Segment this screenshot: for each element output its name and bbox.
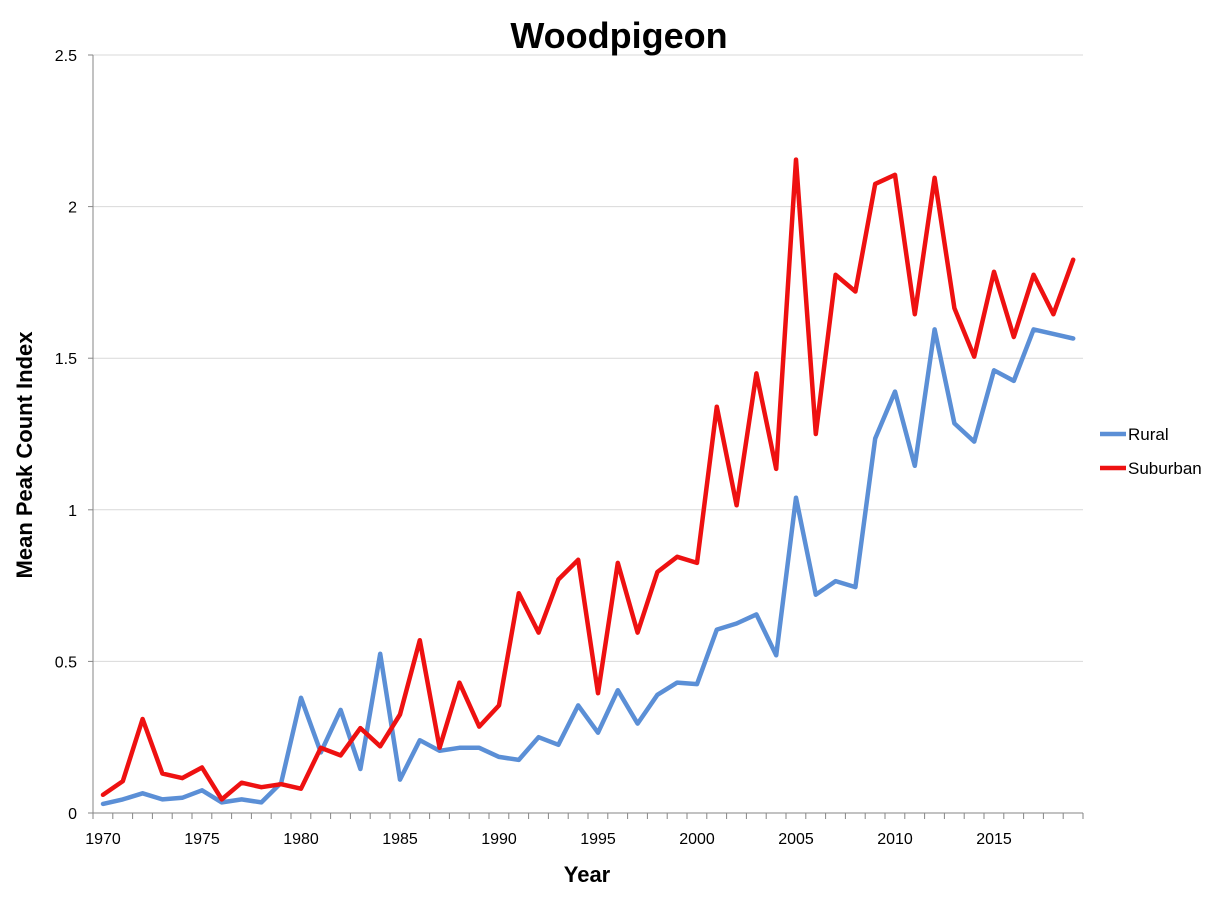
series-lines — [100, 157, 1076, 807]
x-axis-title: Year — [564, 862, 611, 887]
y-axis-title: Mean Peak Count Index — [12, 331, 37, 579]
series-line-rural — [100, 327, 1076, 807]
axes — [88, 54, 1084, 819]
x-tick-label: 2000 — [679, 831, 715, 848]
x-tick-label: 1990 — [481, 831, 517, 848]
x-tick-label: 2005 — [778, 831, 814, 848]
x-tick-label: 2010 — [877, 831, 913, 848]
x-tick-label: 1970 — [85, 831, 121, 848]
x-tick-label: 1980 — [283, 831, 319, 848]
x-tick-label: 2015 — [976, 831, 1012, 848]
legend-label-rural: Rural — [1128, 425, 1169, 444]
y-tick-label: 0 — [68, 806, 77, 823]
x-tick-label: 1985 — [382, 831, 418, 848]
y-tick-label: 2.5 — [55, 48, 77, 65]
y-tick-label: 1 — [68, 503, 77, 520]
y-tick-label: 0.5 — [55, 654, 77, 671]
y-tick-labels: 0 0.5 1 1.5 2 2.5 — [55, 48, 77, 823]
y-tick-label: 1.5 — [55, 351, 77, 368]
chart-title: Woodpigeon — [510, 15, 727, 56]
x-tick-label: 1995 — [580, 831, 616, 848]
x-tick-labels: 1970 1975 1980 1985 1990 1995 2000 2005 2010 2015 — [85, 831, 1012, 848]
series-line-suburban — [100, 157, 1076, 802]
gridlines — [93, 54, 1083, 662]
y-tick-label: 2 — [68, 200, 77, 217]
legend-label-suburban: Suburban — [1128, 459, 1202, 478]
x-tick-label: 1975 — [184, 831, 220, 848]
legend: Rural Suburban — [1100, 425, 1202, 478]
